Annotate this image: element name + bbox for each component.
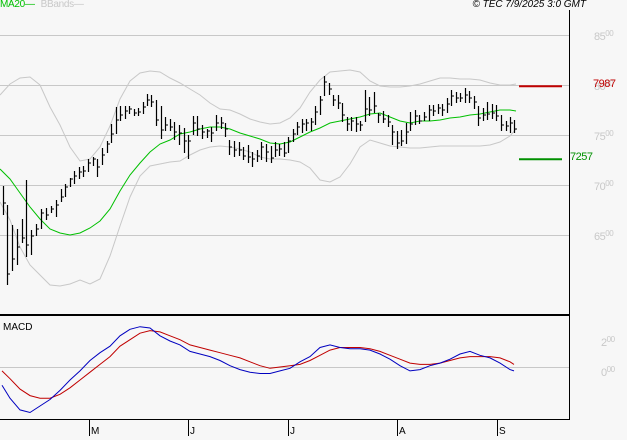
macd-line (1, 326, 515, 414)
ma20-line (0, 109, 517, 236)
x-axis-label: J (190, 426, 195, 437)
price-axis-label: 8000 (594, 79, 614, 93)
ma20-path (0, 109, 517, 236)
legend-bbands: BBands— (40, 0, 84, 10)
chart-legend: MA20— BBands— (0, 0, 84, 10)
macd-axis-label: 000 (601, 365, 615, 379)
resistance-label: 7987 (593, 78, 616, 91)
macd-lines (1, 326, 515, 414)
legend-ma20: MA20— (0, 0, 35, 10)
price-gridlines (0, 35, 569, 236)
signal-line (1, 330, 515, 399)
support-resistance-lines (519, 85, 562, 161)
x-axis-label: J (290, 426, 295, 437)
price-axis-label: 7500 (594, 129, 614, 143)
x-axis-label: M (91, 426, 100, 437)
macd-panel-title: MACD (3, 322, 33, 333)
copyright-timestamp: © TEC 7/9/2025 3:0 GMT (472, 0, 586, 10)
macd-axis-label: 200 (601, 335, 615, 349)
support-label: 7257 (570, 151, 593, 164)
price-axis-label: 8500 (594, 29, 614, 43)
bb-upper-line (0, 69, 517, 162)
x-axis-ticks (89, 420, 498, 436)
x-axis-label: S (499, 426, 506, 437)
price-axis-label: 7000 (594, 179, 614, 193)
price-bars (2, 76, 517, 285)
bollinger-bands (0, 69, 517, 287)
x-axis-label: A (399, 426, 406, 437)
price-axis-label: 6500 (594, 229, 614, 243)
bb-lower-line (0, 128, 517, 287)
